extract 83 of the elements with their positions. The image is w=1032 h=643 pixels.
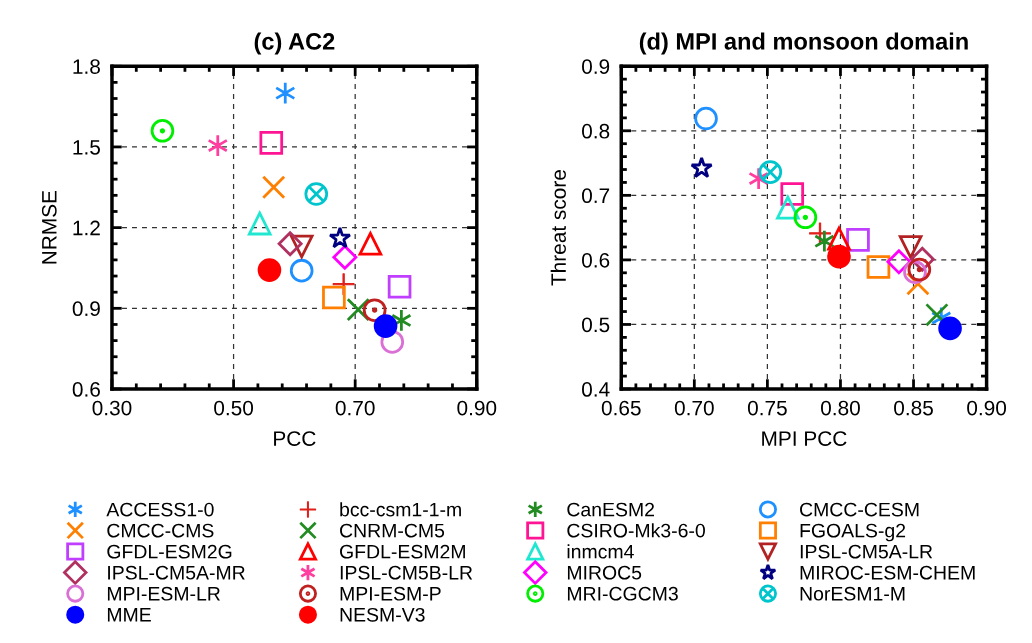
legend-label: IPSL-CM5A-MR [108,565,245,580]
point [362,298,387,323]
point [827,244,851,269]
x-tick-label: 0.65 [601,400,641,416]
x-tick-label: 0.70 [674,400,714,416]
point [827,226,851,251]
point [247,211,272,236]
legend-label: ACCESS1-0 [106,502,214,517]
y-tick-label: 1.5 [73,140,100,155]
point [289,258,314,283]
y-tick-label: 0.9 [582,59,610,74]
legend-label: FGOALS-g2 [800,523,906,542]
y-tick-label: 1.8 [73,59,100,74]
point [776,195,800,220]
legend-label: CanESM2 [567,502,655,517]
x-tick-label: 0.90 [967,400,1007,416]
point [793,205,818,230]
legend-label: GFDL-ESM2G [107,544,232,559]
point [277,231,303,257]
x-tick-label: 0.75 [747,400,787,416]
legend-label: MPI-ESM-P [340,586,441,601]
legend-label: MME [107,608,151,622]
legend-label: MIROC-ESM-CHEM [800,565,975,580]
point [358,231,383,256]
y-axis-title: Threat score [550,170,566,286]
y-tick-label: 0.7 [582,188,610,204]
legend-label: NESM-V3 [340,607,425,622]
x-axis-title: PCC [274,431,316,446]
chart-title: (d) MPI and monsoon domain [639,32,968,55]
x-tick-label: 0.85 [894,400,933,416]
y-tick-label: 0.6 [72,382,100,397]
point [694,106,718,131]
point [866,255,891,279]
point [150,118,175,143]
legend-label: CMCC-CESM [800,502,919,517]
point [274,81,296,105]
x-tick-label: 0.30 [92,400,132,416]
y-tick-label: 0.8 [582,123,610,139]
chart-title: (c) AC2 [254,32,335,55]
legend-label: CSIRO-Mk3-6-0 [567,523,705,538]
point [938,316,962,341]
x-axis-title: MPI PCC [762,431,847,446]
point [322,285,346,310]
legend-label: GFDL-ESM2M [340,544,465,559]
x-tick-label: 0.70 [335,400,375,416]
point [380,330,405,354]
y-tick-label: 0.5 [582,317,610,333]
legend-label: inmcm4 [567,544,634,559]
point [373,314,398,338]
y-axis-title: NRMSE [41,190,57,264]
legend-label: MRI-CGCM3 [567,586,678,601]
legend-label: MIROC5 [567,565,642,580]
point [690,156,713,179]
legend-label: IPSL-CM5A-LR [800,544,933,559]
legend-label: MPI-ESM-LR [107,586,220,601]
legend-label: CMCC-CMS [107,523,214,538]
y-tick-label: 0.9 [72,301,100,317]
point [898,235,923,259]
point [304,182,329,206]
point [328,226,352,249]
point [207,133,229,158]
point [390,308,412,333]
point [332,244,358,270]
point [259,131,284,155]
point [907,257,932,282]
point [261,175,286,200]
y-tick-label: 0.6 [582,252,610,268]
point [813,229,835,253]
legend-label: bcc-csm1-1-m [340,502,461,517]
point [758,160,783,184]
point [257,258,282,282]
legend-label: CNRM-CM5 [340,523,445,538]
legend-label: NorESM1-M [800,586,905,601]
x-tick-label: 0.50 [214,400,254,416]
legend-label: IPSL-CM5B-LR [340,565,473,580]
y-tick-label: 0.4 [582,382,610,397]
x-tick-label: 0.90 [457,400,497,416]
point [925,302,949,327]
point [780,182,805,206]
y-tick-label: 1.2 [73,220,100,236]
point [387,274,412,299]
x-tick-label: 0.80 [821,400,860,416]
point [846,228,870,252]
